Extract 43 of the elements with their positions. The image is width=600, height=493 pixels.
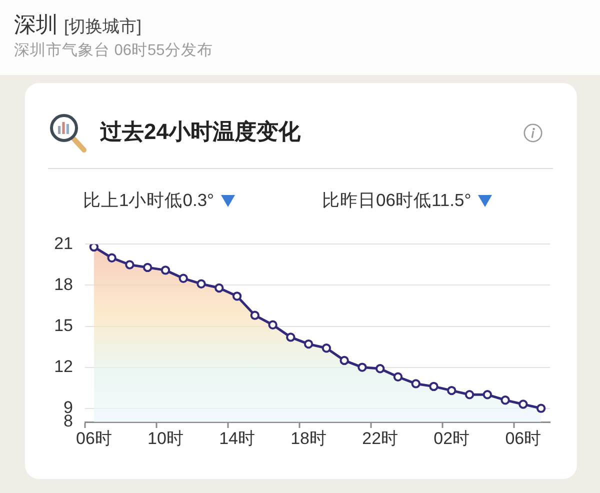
x-tick-label: 06时 xyxy=(505,428,542,448)
y-tick-label: 12 xyxy=(54,356,73,376)
x-tick-label: 22时 xyxy=(362,428,398,448)
point xyxy=(464,390,474,400)
point xyxy=(214,283,224,293)
x-tick-label: 18时 xyxy=(290,428,327,448)
point xyxy=(160,266,170,275)
x-tick-label: 14时 xyxy=(219,428,255,448)
point xyxy=(340,356,349,366)
point xyxy=(375,364,385,374)
point xyxy=(429,382,438,392)
y-tick-label: 21 xyxy=(54,234,73,253)
point xyxy=(500,396,510,405)
point xyxy=(286,332,296,342)
point xyxy=(232,292,242,301)
point xyxy=(411,379,420,388)
point xyxy=(358,362,367,372)
x-tick-label: 10时 xyxy=(148,428,184,448)
point xyxy=(268,320,278,330)
text: 比昨日06时低11.5° xyxy=(322,190,472,211)
point xyxy=(393,372,403,382)
x-tick-label: 02时 xyxy=(434,428,470,448)
point xyxy=(196,279,206,288)
x-tick-label: 06时 xyxy=(76,428,112,448)
point xyxy=(482,390,492,400)
text: [切换城市] xyxy=(64,17,142,38)
y-tick-label: 15 xyxy=(54,316,73,335)
text: 深圳市气象台 06时55分发布 xyxy=(14,42,213,61)
chart-title: 过去24小时温度变化 xyxy=(100,119,300,146)
text: 深圳 xyxy=(14,12,58,38)
point xyxy=(142,262,152,272)
point xyxy=(447,386,456,396)
point xyxy=(107,253,116,262)
point xyxy=(89,244,99,252)
point xyxy=(125,260,134,270)
point xyxy=(178,274,188,283)
y-tick-label: 18 xyxy=(54,274,73,294)
point xyxy=(518,400,528,409)
point xyxy=(536,404,546,413)
point xyxy=(322,344,332,353)
point xyxy=(250,310,260,320)
point xyxy=(304,339,314,349)
text: 比上1小时低0.3° xyxy=(83,190,214,211)
